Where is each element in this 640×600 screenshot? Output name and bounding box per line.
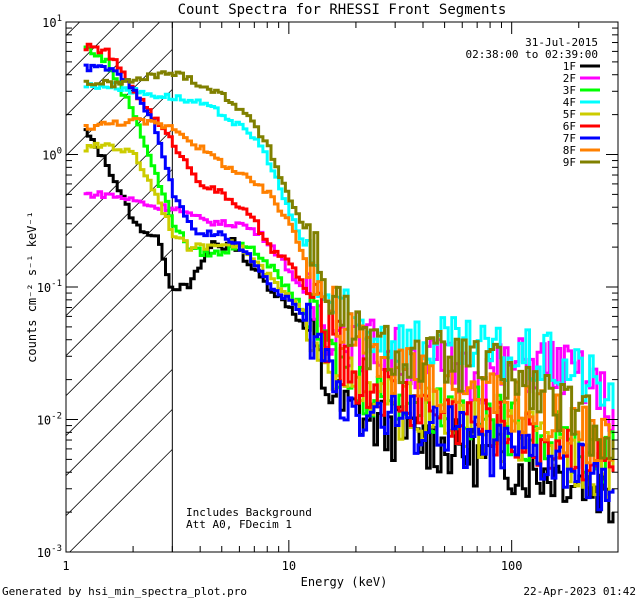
chart-title: Count Spectra for RHESSI Front Segments (178, 2, 507, 18)
x-tick-label: 10 (282, 559, 296, 573)
legend-label-9F: 9F (563, 156, 576, 169)
legend-label-1F: 1F (563, 60, 576, 73)
y-axis-label: counts cm⁻² s⁻¹ keV⁻¹ (25, 211, 39, 363)
legend-label-4F: 4F (563, 96, 576, 109)
legend-label-6F: 6F (563, 120, 576, 133)
footer-generated-by: Generated by hsi_min_spectra_plot.pro (2, 585, 248, 598)
x-tick-label: 100 (501, 559, 523, 573)
y-tick-label: 10-1 (37, 279, 62, 295)
legend-label-7F: 7F (563, 132, 576, 145)
legend-label-3F: 3F (563, 84, 576, 97)
legend-label-5F: 5F (563, 108, 576, 121)
annotation-background: Includes Background (186, 506, 312, 519)
hatch-lines (66, 22, 173, 552)
series-line-3F (83, 45, 615, 484)
x-axis-label: Energy (keV) (301, 575, 388, 589)
y-tick-label: 10-2 (37, 412, 62, 428)
y-tick-label: 10-3 (37, 544, 62, 560)
hatched-region (66, 22, 173, 552)
x-tick-label: 1 (62, 559, 69, 573)
series-line-7F (83, 63, 615, 512)
legend-label-8F: 8F (563, 144, 576, 157)
annotation-attenuator: Att A0, FDecim 1 (186, 518, 292, 531)
footer-timestamp: 22-Apr-2023 01:42 (523, 585, 636, 598)
date-label: 31-Jul-2015 (525, 36, 598, 49)
time-range-label: 02:38:00 to 02:39:00 (466, 48, 598, 61)
y-tick-label: 100 (42, 147, 62, 163)
y-tick-label: 101 (42, 14, 62, 30)
series-line-9F (83, 70, 615, 460)
series-line-6F (83, 42, 615, 482)
legend-label-2F: 2F (563, 72, 576, 85)
